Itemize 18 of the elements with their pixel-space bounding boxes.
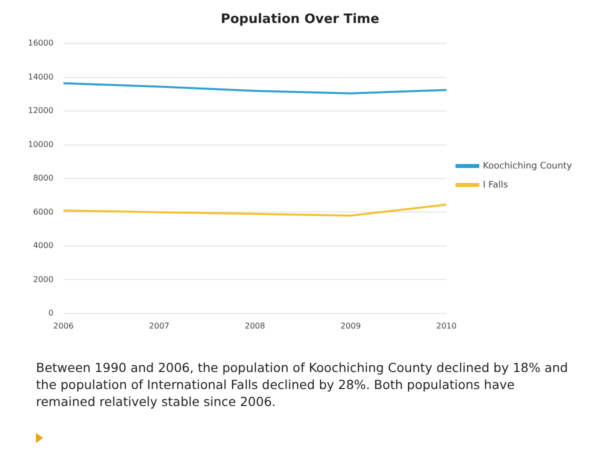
x-tick-label: 2008 bbox=[244, 321, 266, 330]
legend-label: I Falls bbox=[482, 180, 508, 190]
y-tick-label: 0 bbox=[48, 308, 54, 318]
y-tick-label: 4000 bbox=[33, 241, 54, 250]
chart-title: Population Over Time bbox=[220, 12, 380, 28]
x-tick-label: 2009 bbox=[340, 321, 361, 330]
y-tick-label: 6000 bbox=[33, 207, 54, 216]
y-tick-label: 12000 bbox=[28, 106, 54, 116]
y-tick-label: 8000 bbox=[33, 174, 54, 183]
legend-label: Koochiching County bbox=[482, 161, 573, 172]
x-tick-label: 2006 bbox=[53, 321, 74, 330]
y-tick-label: 10000 bbox=[28, 140, 54, 149]
y-tick-label: 14000 bbox=[28, 72, 54, 82]
y-tick-label: 2000 bbox=[33, 274, 54, 284]
y-tick-label: 16000 bbox=[28, 38, 54, 48]
x-tick-label: 2007 bbox=[149, 321, 170, 330]
x-tick-label: 2010 bbox=[436, 321, 457, 330]
text: Between 1990 and 2006, the population of Koochiching County declined by 18% and the population of International Falls declined by 28%. Both populations have remained relatively stable since 2006. bbox=[36, 359, 569, 410]
